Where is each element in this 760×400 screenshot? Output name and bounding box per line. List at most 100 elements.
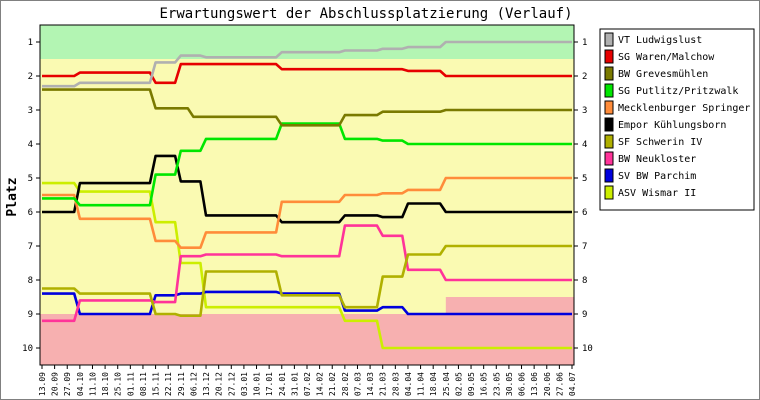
x-tick-label: 22.11 <box>164 372 173 396</box>
legend-swatch-6 <box>604 134 614 149</box>
series-line-0 <box>42 40 572 88</box>
y-tick-label-right: 9 <box>582 310 587 320</box>
zone-band-1 <box>40 59 574 314</box>
legend-label-8: SV BW Parchim <box>618 171 696 182</box>
x-tick-label: 13.09 <box>38 372 47 396</box>
x-tick-label: 20.06 <box>543 372 552 396</box>
x-tick-label: 20.09 <box>51 372 60 396</box>
x-tick-label: 21.02 <box>328 372 337 396</box>
legend-label-3: SG Putlitz/Pritzwalk <box>618 86 738 97</box>
x-tick-label: 23.05 <box>492 372 501 396</box>
legend: VT Ludwigslust SG Waren/Malchow BW Grevesm… <box>599 28 755 211</box>
x-tick-label: 17.01 <box>265 372 274 396</box>
legend-swatch-5 <box>604 117 614 132</box>
y-tick-label-right: 4 <box>582 140 587 150</box>
series-line-3 <box>42 122 572 207</box>
x-tick-label: 25.04 <box>442 372 451 396</box>
y-tick-label-right: 8 <box>582 276 587 286</box>
x-tick-label: 27.06 <box>555 372 564 396</box>
legend-box <box>599 28 755 211</box>
x-tick-label: 04.07 <box>568 372 577 396</box>
x-tick-label: 18.10 <box>101 372 110 396</box>
y-tick-label-right: 10 <box>582 344 593 354</box>
legend-label-2: BW Grevesmühlen <box>618 69 708 80</box>
y-tick-label-right: 6 <box>582 208 587 218</box>
y-tick-label-left: 8 <box>28 276 33 286</box>
x-tick-label: 27.09 <box>63 372 72 396</box>
x-tick-label: 10.01 <box>253 372 262 396</box>
legend-label-1: SG Waren/Malchow <box>618 52 715 63</box>
y-tick-label-left: 2 <box>28 72 33 82</box>
x-tick-label: 04.04 <box>404 372 413 396</box>
y-tick-label-left: 4 <box>28 140 33 150</box>
series-line-7 <box>42 224 572 323</box>
x-tick-label: 06.06 <box>518 372 527 396</box>
x-tick-label: 07.02 <box>303 372 312 396</box>
x-tick-label: 13.06 <box>530 372 539 396</box>
x-tick-label: 06.12 <box>189 372 198 396</box>
y-tick-label-right: 3 <box>582 106 587 116</box>
x-tick-label: 28.02 <box>341 372 350 396</box>
y-axis-label: Platz <box>5 177 20 216</box>
legend-label-7: BW Neukloster <box>618 154 696 165</box>
legend-swatch-0 <box>604 32 614 47</box>
y-tick-label-left: 9 <box>28 310 33 320</box>
x-tick-label: 11.04 <box>417 372 426 396</box>
y-ticks-right: 1 2 3 4 5 6 7 8 9 10 <box>574 38 593 354</box>
legend-label-4: Mecklenburger Springer <box>618 103 750 114</box>
x-tick-label: 30.05 <box>505 372 514 396</box>
chart-title: Erwartungswert der Abschlussplatzierung … <box>159 6 572 22</box>
y-tick-label-left: 10 <box>22 344 33 354</box>
y-tick-label-right: 2 <box>582 72 587 82</box>
legend-swatch-8 <box>604 168 614 183</box>
y-tick-label-left: 5 <box>28 174 33 184</box>
legend-label-9: ASV Wismar II <box>618 188 696 199</box>
y-tick-label-right: 1 <box>582 38 587 48</box>
legend-swatch-2 <box>604 66 614 81</box>
series-line-2 <box>42 88 572 127</box>
series-lines <box>42 40 572 350</box>
y-ticks-left: 1 2 3 4 5 6 7 8 9 10 <box>22 38 40 354</box>
legend-swatch-4 <box>604 100 614 115</box>
legend-swatch-1 <box>604 49 614 64</box>
y-tick-label-right: 7 <box>582 242 587 252</box>
x-tick-label: 16.05 <box>480 372 489 396</box>
x-tick-label: 29.11 <box>177 372 186 396</box>
x-tick-label: 09.05 <box>467 372 476 396</box>
x-tick-label: 03.01 <box>240 372 249 396</box>
x-tick-label: 20.12 <box>215 372 224 396</box>
series-line-4 <box>42 176 572 249</box>
x-tick-label: 15.11 <box>152 372 161 396</box>
legend-swatch-7 <box>604 151 614 166</box>
x-tick-label: 04.10 <box>76 372 85 396</box>
x-tick-label: 14.03 <box>366 372 375 396</box>
x-tick-label: 28.03 <box>391 372 400 396</box>
legend-label-0: VT Ludwigslust <box>618 35 702 46</box>
x-tick-label: 24.01 <box>278 372 287 396</box>
x-tick-label: 21.03 <box>379 372 388 396</box>
series-line-6 <box>42 244 572 318</box>
legend-swatch-9 <box>604 185 614 200</box>
series-line-9 <box>42 181 572 350</box>
series-line-1 <box>42 62 572 85</box>
y-tick-label-left: 6 <box>28 208 33 218</box>
x-tick-label: 08.11 <box>139 372 148 396</box>
y-tick-label-right: 5 <box>582 174 587 184</box>
y-tick-label-left: 1 <box>28 38 33 48</box>
x-tick-label: 25.10 <box>114 372 123 396</box>
legend-swatch-3 <box>604 83 614 98</box>
legend-label-5: Empor Kühlungsborn <box>618 120 726 131</box>
y-tick-label-left: 3 <box>28 106 33 116</box>
x-tick-label: 01.11 <box>126 372 135 396</box>
y-tick-label-left: 7 <box>28 242 33 252</box>
legend-label-6: SF Schwerin IV <box>618 137 702 148</box>
x-tick-label: 02.05 <box>454 372 463 396</box>
x-tick-label: 13.12 <box>202 372 211 396</box>
x-tick-label: 07.03 <box>353 372 362 396</box>
x-tick-label: 18.04 <box>429 372 438 396</box>
series-line-5 <box>42 154 572 224</box>
x-tick-label: 14.02 <box>316 372 325 396</box>
x-tick-label: 27.12 <box>227 372 236 396</box>
x-tick-label: 11.10 <box>88 372 97 396</box>
